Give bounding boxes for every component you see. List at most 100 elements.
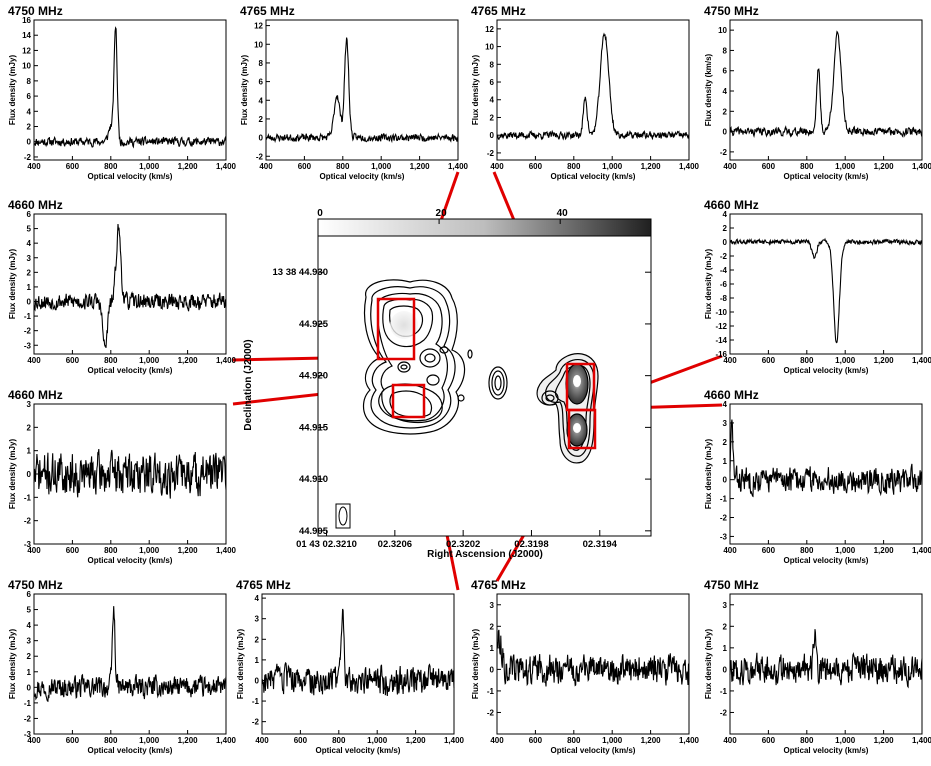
box-west-south	[391, 383, 426, 419]
plot-frame	[729, 213, 923, 355]
panel-title: 4750 MHz	[8, 4, 63, 18]
ytick-label: 3	[27, 254, 32, 263]
map-ytick-label: 44.915	[299, 422, 329, 433]
xtick-label: 800	[567, 162, 581, 171]
colorbar-ticks: 0 20 40	[317, 208, 568, 224]
spectrum-line	[33, 223, 227, 349]
ytick-label: 3	[27, 637, 32, 646]
x-axis-label: Optical velocity (km/s)	[551, 172, 636, 181]
ytick-label: 4	[723, 87, 728, 96]
xtick-label: 1,400	[448, 162, 469, 171]
spectrum-panel-4750-bottom-far-right: 4750 MHz -2 -1 0 1 2 3 400 600 800 1,000 1,200 1,400…	[704, 578, 931, 755]
spectrum-line	[33, 448, 227, 499]
xtick-label: 1,000	[835, 736, 856, 745]
xtick-label: 1,000	[371, 162, 392, 171]
ytick-label: 4	[723, 210, 728, 219]
spectrum-line	[729, 629, 923, 689]
ytick-label: 1	[27, 447, 32, 456]
xtick-label: 400	[27, 356, 41, 365]
ytick-label: -2	[24, 517, 32, 526]
xtick-label: 800	[800, 356, 814, 365]
xtick-label: 1,200	[874, 356, 895, 365]
map-xtick-label: 02.3206	[378, 539, 412, 550]
y-axis-label: Flux density (mJy)	[704, 249, 713, 320]
ytick-label: -2	[720, 252, 728, 261]
ytick-label: -3	[720, 532, 728, 541]
ytick-label: 5	[27, 225, 32, 234]
x-axis-label: Optical velocity (km/s)	[88, 366, 173, 375]
xtick-label: 400	[723, 546, 737, 555]
spectrum-line	[265, 37, 459, 144]
xtick-label: 1,000	[139, 736, 160, 745]
ytick-label: -3	[24, 730, 32, 739]
xtick-label: 800	[800, 546, 814, 555]
map-y-ticks: 13 38 44.930 44.925 44.920 44.915 44.910 44.9…	[273, 267, 651, 537]
xtick-label: 1,400	[912, 356, 931, 365]
ytick-label: -3	[24, 341, 32, 350]
middle-source-contours	[488, 366, 508, 400]
xtick-label: 400	[723, 162, 737, 171]
ytick-label: -2	[252, 718, 260, 727]
plot-frame	[261, 593, 455, 735]
spectrum-line	[33, 26, 227, 149]
box-west-north	[376, 297, 416, 361]
x-axis-label: Optical velocity (km/s)	[784, 746, 869, 755]
x-axis-label: Optical velocity (km/s)	[551, 746, 636, 755]
xtick-label: 1,200	[406, 736, 427, 745]
spectrum-line	[729, 30, 923, 138]
xtick-label: 1,400	[216, 356, 237, 365]
ytick-label: -14	[715, 336, 727, 345]
xtick-label: 1,000	[835, 356, 856, 365]
colorbar-tick-label: 0	[317, 208, 323, 219]
xtick-label: 1,200	[178, 356, 199, 365]
ytick-label: 0	[723, 128, 728, 137]
map-xtick-label: 02.3194	[583, 539, 618, 550]
xtick-label: 1,400	[679, 736, 700, 745]
xtick-label: 1,400	[444, 736, 465, 745]
spectrum-panel-4660-right-upper: 4660 MHz -16 -14 -12 -10 -8 -6 -4 -2 0 2 4 400 600 800…	[704, 198, 931, 375]
spectrum-panel-4750-bottom-left: 4750 MHz -3 -2 -1 0 1 2 3 4 5 6 400 600 800 1,000 1,200…	[8, 578, 237, 755]
spectrum-panel-4750-top-left: 4750 MHz -2 0 2 4 6 8 10 12 14 16 400 600 800 1,000 1,2…	[8, 4, 237, 181]
spectrum-line	[496, 32, 690, 141]
ytick-label: -16	[715, 350, 727, 359]
xtick-label: 1,200	[641, 736, 662, 745]
ytick-label: -2	[24, 327, 32, 336]
map-ytick-label: 13 38 44.930	[273, 267, 328, 278]
ytick-label: 2	[27, 268, 32, 277]
ytick-label: 0	[490, 665, 495, 674]
xtick-label: 800	[104, 356, 118, 365]
ytick-label: 0	[27, 298, 32, 307]
ytick-label: 3	[723, 601, 728, 610]
spectrum-line	[33, 606, 227, 703]
ytick-label: 4	[27, 621, 32, 630]
map-ytick-label: 44.905	[299, 526, 329, 537]
y-axis-label: Flux density (mJy)	[704, 629, 713, 700]
y-axis-label: Flux density (mJy)	[8, 439, 17, 510]
ytick-label: -1	[720, 495, 728, 504]
xtick-label: 1,400	[679, 162, 700, 171]
xtick-label: 400	[27, 162, 41, 171]
ytick-label: 2	[27, 123, 32, 132]
xtick-label: 400	[27, 736, 41, 745]
xtick-label: 800	[336, 162, 350, 171]
xtick-label: 600	[762, 356, 776, 365]
ytick-label: -2	[24, 714, 32, 723]
xtick-label: 1,400	[216, 546, 237, 555]
xtick-label: 800	[800, 162, 814, 171]
xtick-label: 1,000	[139, 546, 160, 555]
xtick-label: 400	[723, 736, 737, 745]
ytick-label: -8	[720, 294, 728, 303]
plot-frame	[33, 593, 227, 735]
box-east-south	[567, 408, 597, 450]
xtick-label: 1,000	[139, 162, 160, 171]
ytick-label: 2	[490, 113, 495, 122]
ytick-label: 0	[723, 238, 728, 247]
xtick-label: 400	[490, 736, 504, 745]
spectrum-panel-4765-top-right: 4765 MHz -2 0 2 4 6 8 10 12 400 600 800 1,000 1,200 1,…	[471, 4, 700, 181]
xtick-label: 800	[567, 736, 581, 745]
ytick-label: 0	[255, 676, 260, 685]
ytick-label: 12	[22, 46, 31, 55]
ytick-label: 3	[27, 400, 32, 409]
ytick-label: 1	[723, 644, 728, 653]
ytick-label: 4	[723, 400, 728, 409]
